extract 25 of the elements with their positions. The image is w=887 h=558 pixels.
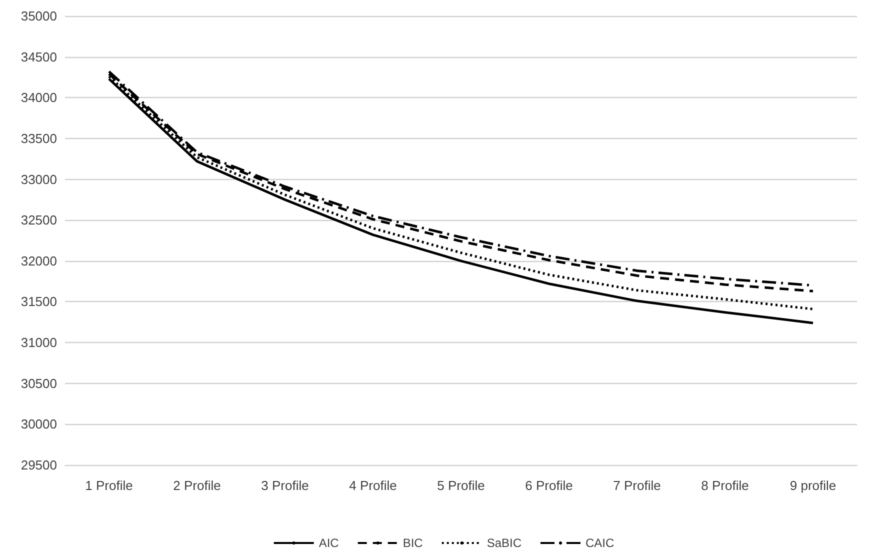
x-tick-label: 3 Profile (261, 478, 309, 493)
y-tick-label: 29500 (20, 458, 57, 472)
legend-label: AIC (318, 536, 340, 550)
x-tick-label: 2 Profile (173, 478, 221, 493)
y-tick-label: 32500 (20, 212, 57, 228)
y-tick-label: 33500 (20, 130, 57, 146)
y-tick-label: 35000 (20, 8, 57, 24)
y-tick-label: 31000 (20, 335, 57, 350)
x-tick-label: 5 Profile (437, 478, 485, 493)
y-tick-label: 34000 (20, 90, 57, 106)
y-tick-label: 34500 (20, 49, 57, 64)
x-tick-label: 9 profile (790, 478, 836, 493)
x-tick-label: 1 Profile (85, 478, 133, 493)
x-tick-label: 7 Profile (613, 478, 661, 493)
x-tick-label: 4 Profile (349, 478, 397, 493)
y-tick-label: 31500 (20, 294, 57, 310)
legend-label: CAIC (586, 536, 615, 550)
y-tick-label: 33000 (20, 172, 57, 187)
y-tick-label: 32000 (20, 253, 57, 268)
y-tick-label: 30000 (20, 416, 57, 432)
legend-label: SaBIC (486, 536, 522, 550)
legend-label: BIC (402, 536, 424, 550)
x-tick-label: 8 Profile (701, 478, 749, 493)
x-tick-label: 6 Profile (525, 478, 573, 493)
y-tick-label: 30500 (20, 376, 57, 391)
